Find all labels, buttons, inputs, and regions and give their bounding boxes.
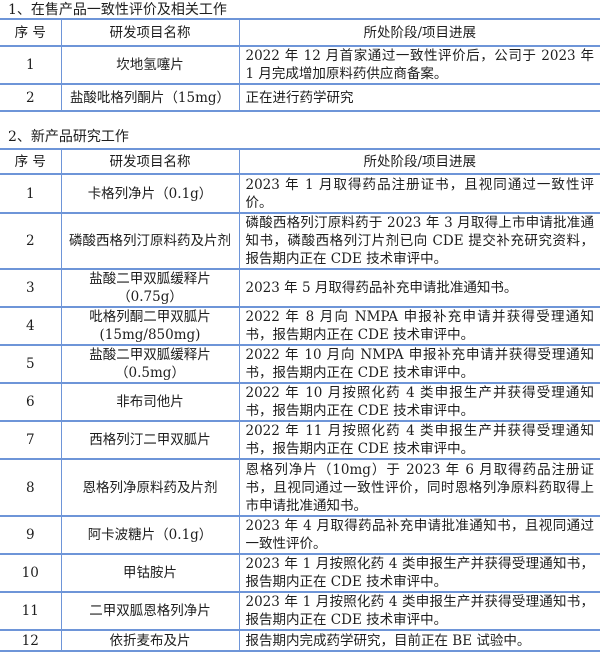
column-header: 序 号 xyxy=(0,18,62,47)
project-progress: 正在进行药学研究 xyxy=(238,83,600,112)
project-name: 依折麦布及片 xyxy=(60,629,240,652)
project-name: 磷酸西格列汀原料药及片剂 xyxy=(60,212,240,270)
column-header: 序 号 xyxy=(0,148,62,175)
row-number: 11 xyxy=(0,591,62,631)
project-progress: 2023 年 5 月取得药品补充申请批准通知书。 xyxy=(238,268,600,308)
table-row: 1 卡格列净片（0.1g） 2023 年 1 月取得药品注册证书，且视同通过一致性评… xyxy=(0,173,600,214)
project-name: 恩格列净原料药及片剂 xyxy=(60,458,240,517)
table-row: 8 恩格列净原料药及片剂 恩格列净片（10mg）于 2023 年 6 月取得药品注册… xyxy=(0,458,600,517)
project-name: 坎地氢噻片 xyxy=(60,45,240,85)
row-number: 10 xyxy=(0,553,62,593)
row-number: 2 xyxy=(0,83,62,112)
project-name: 二甲双胍恩格列净片 xyxy=(60,591,240,631)
project-progress: 恩格列净片（10mg）于 2023 年 6 月取得药品注册证书，且视同通过一致性… xyxy=(238,458,600,517)
section2-table: 序 号研发项目名称 所处阶段/项目进展 1 卡格列净片（0.1g） 2023 年 1 月… xyxy=(0,148,600,652)
project-progress: 2023 年 1 月取得药品注册证书，且视同通过一致性评价。 xyxy=(238,173,600,214)
project-name: 非布司他片 xyxy=(60,382,240,422)
row-number: 1 xyxy=(0,173,62,214)
column-header: 研发项目名称 xyxy=(60,148,240,175)
project-progress: 磷酸西格列汀原料药于 2023 年 3 月取得上市申请批准通知书，磷酸西格列汀片… xyxy=(238,212,600,270)
project-progress: 2022 年 12 月首家通过一致性评价后，公司于 2023 年 1 月完成增加… xyxy=(238,45,600,85)
table-row: 11 二甲双胍恩格列净片 2023 年 1 月按照化药 4 类申报生产并获得受理通知… xyxy=(0,591,600,631)
column-header: 研发项目名称 xyxy=(60,18,240,47)
project-progress: 报告期内完成药学研究，目前正在 BE 试验中。 xyxy=(238,629,600,652)
table-row: 1 坎地氢噻片 2022 年 12 月首家通过一致性评价后，公司于 2023 年 1… xyxy=(0,45,600,85)
column-header: 所处阶段/项目进展 xyxy=(238,18,600,47)
table-row: 4 吡格列酮二甲双胍片 (15mg/850mg) 2022 年 8 月向 NMPA … xyxy=(0,306,600,346)
section1-table: 序 号研发项目名称 所处阶段/项目进展 1 坎地氢噻片 2022 年 12 月首家通过一… xyxy=(0,18,600,112)
row-number: 6 xyxy=(0,382,62,422)
table-row: 7 西格列汀二甲双胍片 2022 年 11 月按照化药 4 类申报生产并获得受理通知… xyxy=(0,420,600,460)
project-progress: 2022 年 10 月按照化药 4 类申报生产并获得受理通知书，报告期内正在 C… xyxy=(238,382,600,422)
table-row: 6 非布司他片 2022 年 10 月按照化药 4 类申报生产并获得受理通知书，报告… xyxy=(0,382,600,422)
project-name: 甲钴胺片 xyxy=(60,553,240,593)
table-row: 9 阿卡波糖片（0.1g） 2023 年 4 月取得药品补充申请批准通知书，且视同通… xyxy=(0,515,600,555)
project-progress: 2022 年 8 月向 NMPA 申报补充申请并获得受理通知书，报告期内正在 C… xyxy=(238,306,600,346)
table-row: 3 盐酸二甲双胍缓释片（0.75g） 2023 年 5 月取得药品补充申请批准通知书… xyxy=(0,268,600,308)
row-number: 8 xyxy=(0,458,62,517)
header-row: 序 号研发项目名称 所处阶段/项目进展 xyxy=(0,148,600,175)
row-number: 7 xyxy=(0,420,62,460)
project-progress: 2022 年 10 月向 NMPA 申报补充申请并获得受理通知书，报告期内正在 … xyxy=(238,344,600,384)
row-number: 12 xyxy=(0,629,62,652)
table-row: 5 盐酸二甲双胍缓释片（0.5mg） 2022 年 10 月向 NMPA 申报补充申… xyxy=(0,344,600,384)
row-number: 1 xyxy=(0,45,62,85)
project-progress: 2023 年 1 月按照化药 4 类申报生产并获得受理通知书，报告期内正在 CD… xyxy=(238,553,600,593)
project-name: 阿卡波糖片（0.1g） xyxy=(60,515,240,555)
project-name: 西格列汀二甲双胍片 xyxy=(60,420,240,460)
project-progress: 2023 年 4 月取得药品补充申请批准通知书，且视同通过一致性评价。 xyxy=(238,515,600,555)
section2-title: 2、新产品研究工作 xyxy=(8,129,129,145)
project-name: 盐酸吡格列酮片（15mg） xyxy=(60,83,240,112)
project-progress: 2023 年 1 月按照化药 4 类申报生产并获得受理通知书，报告期内正在 CD… xyxy=(238,591,600,631)
header-row: 序 号研发项目名称 所处阶段/项目进展 xyxy=(0,18,600,47)
row-number: 2 xyxy=(0,212,62,270)
project-name: 卡格列净片（0.1g） xyxy=(60,173,240,214)
table-row: 10 甲钴胺片 2023 年 1 月按照化药 4 类申报生产并获得受理通知书，报告期… xyxy=(0,553,600,593)
table-row: 2 盐酸吡格列酮片（15mg） 正在进行药学研究 xyxy=(0,83,600,112)
table-row: 2 磷酸西格列汀原料药及片剂 磷酸西格列汀原料药于 2023 年 3 月取得上市申请… xyxy=(0,212,600,270)
table-row: 12 依折麦布及片 报告期内完成药学研究，目前正在 BE 试验中。 xyxy=(0,629,600,652)
project-progress: 2022 年 11 月按照化药 4 类申报生产并获得受理通知书，报告期内正在 C… xyxy=(238,420,600,460)
section1-title: 1、在售产品一致性评价及相关工作 xyxy=(8,2,227,18)
project-name: 吡格列酮二甲双胍片 (15mg/850mg) xyxy=(60,306,240,346)
column-header: 所处阶段/项目进展 xyxy=(238,148,600,175)
row-number: 4 xyxy=(0,306,62,346)
row-number: 9 xyxy=(0,515,62,555)
project-name: 盐酸二甲双胍缓释片（0.5mg） xyxy=(60,344,240,384)
project-name: 盐酸二甲双胍缓释片（0.75g） xyxy=(60,268,240,308)
row-number: 5 xyxy=(0,344,62,384)
row-number: 3 xyxy=(0,268,62,308)
